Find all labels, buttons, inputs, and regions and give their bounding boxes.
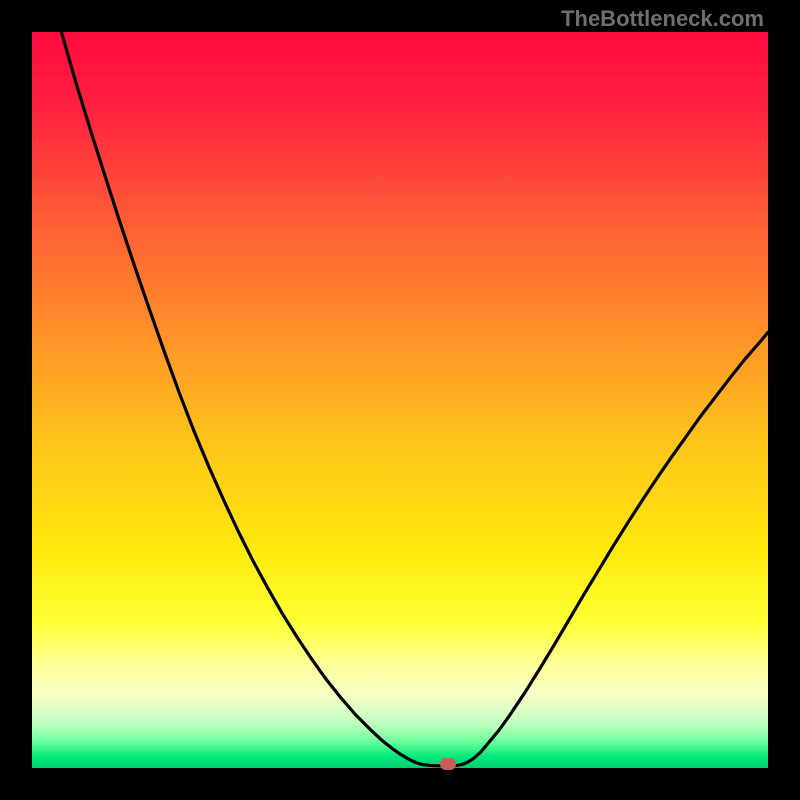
optimal-point-marker <box>440 758 456 770</box>
plot-area <box>32 32 768 768</box>
bottleneck-curve <box>32 32 768 768</box>
figure-container: TheBottleneck.com <box>0 0 800 800</box>
watermark-text: TheBottleneck.com <box>561 6 764 32</box>
